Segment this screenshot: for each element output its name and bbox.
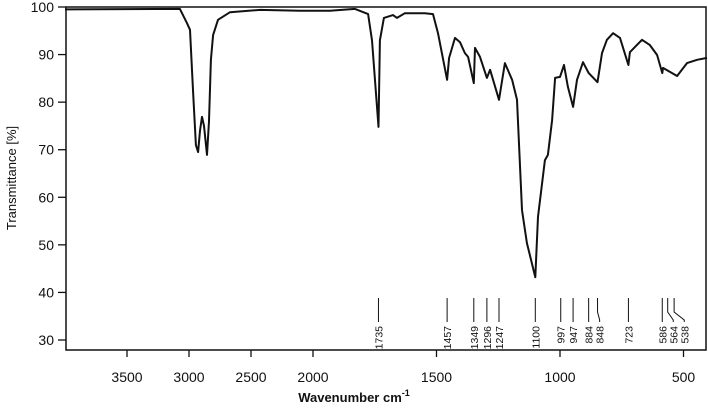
annotation-label: 538 — [679, 326, 691, 344]
y-tick-label: 100 — [31, 0, 55, 15]
annotation-label: 564 — [668, 326, 680, 344]
annotation-label: 848 — [595, 326, 607, 344]
x-axis: 3500 3000 2500 2000 1500 1000 500 — [111, 350, 695, 385]
annotation-label: 1457 — [442, 326, 454, 350]
annotation-label: 1296 — [482, 326, 494, 350]
annotation-label: 1247 — [494, 326, 506, 350]
y-tick-label: 90 — [38, 47, 54, 63]
annotation-label: 586 — [657, 326, 669, 344]
y-tick-label: 70 — [38, 142, 54, 158]
y-tick-label: 60 — [38, 189, 54, 205]
annotation-line — [597, 298, 601, 322]
annotation-label: 723 — [623, 326, 635, 344]
annotation-label: 884 — [584, 326, 596, 344]
y-axis: 30 40 50 60 70 80 90 100 — [31, 0, 66, 348]
plot-frame — [65, 6, 707, 351]
x-tick-label: 2500 — [235, 369, 266, 385]
annotation-label: 1100 — [530, 326, 542, 349]
annotation-label: 947 — [568, 326, 580, 344]
x-tick-label: 1000 — [544, 369, 575, 385]
annotation-line — [673, 298, 685, 322]
y-tick-label: 30 — [38, 332, 54, 348]
y-tick-label: 80 — [38, 94, 54, 110]
x-tick-label: 1500 — [421, 369, 452, 385]
peak-annotations: 1735 1457 1349 1296 1247 1100 997 947 884 848 723 5… — [373, 298, 691, 349]
x-tick-label: 3500 — [111, 369, 142, 385]
y-axis-label: Transmittance [%] — [4, 126, 19, 230]
annotation-label: 1735 — [373, 326, 385, 350]
x-tick-label: 500 — [672, 369, 696, 385]
annotation-label: 1349 — [469, 326, 481, 350]
annotation-line — [667, 298, 674, 322]
y-tick-label: 40 — [38, 284, 54, 300]
x-tick-label: 2000 — [297, 369, 328, 385]
annotation-label: 997 — [556, 326, 568, 344]
y-tick-label: 50 — [38, 237, 54, 253]
spectrum-line — [64, 7, 708, 279]
x-tick-label: 3000 — [173, 369, 204, 385]
x-axis-label: Wavenumber cm-1 — [298, 388, 410, 405]
